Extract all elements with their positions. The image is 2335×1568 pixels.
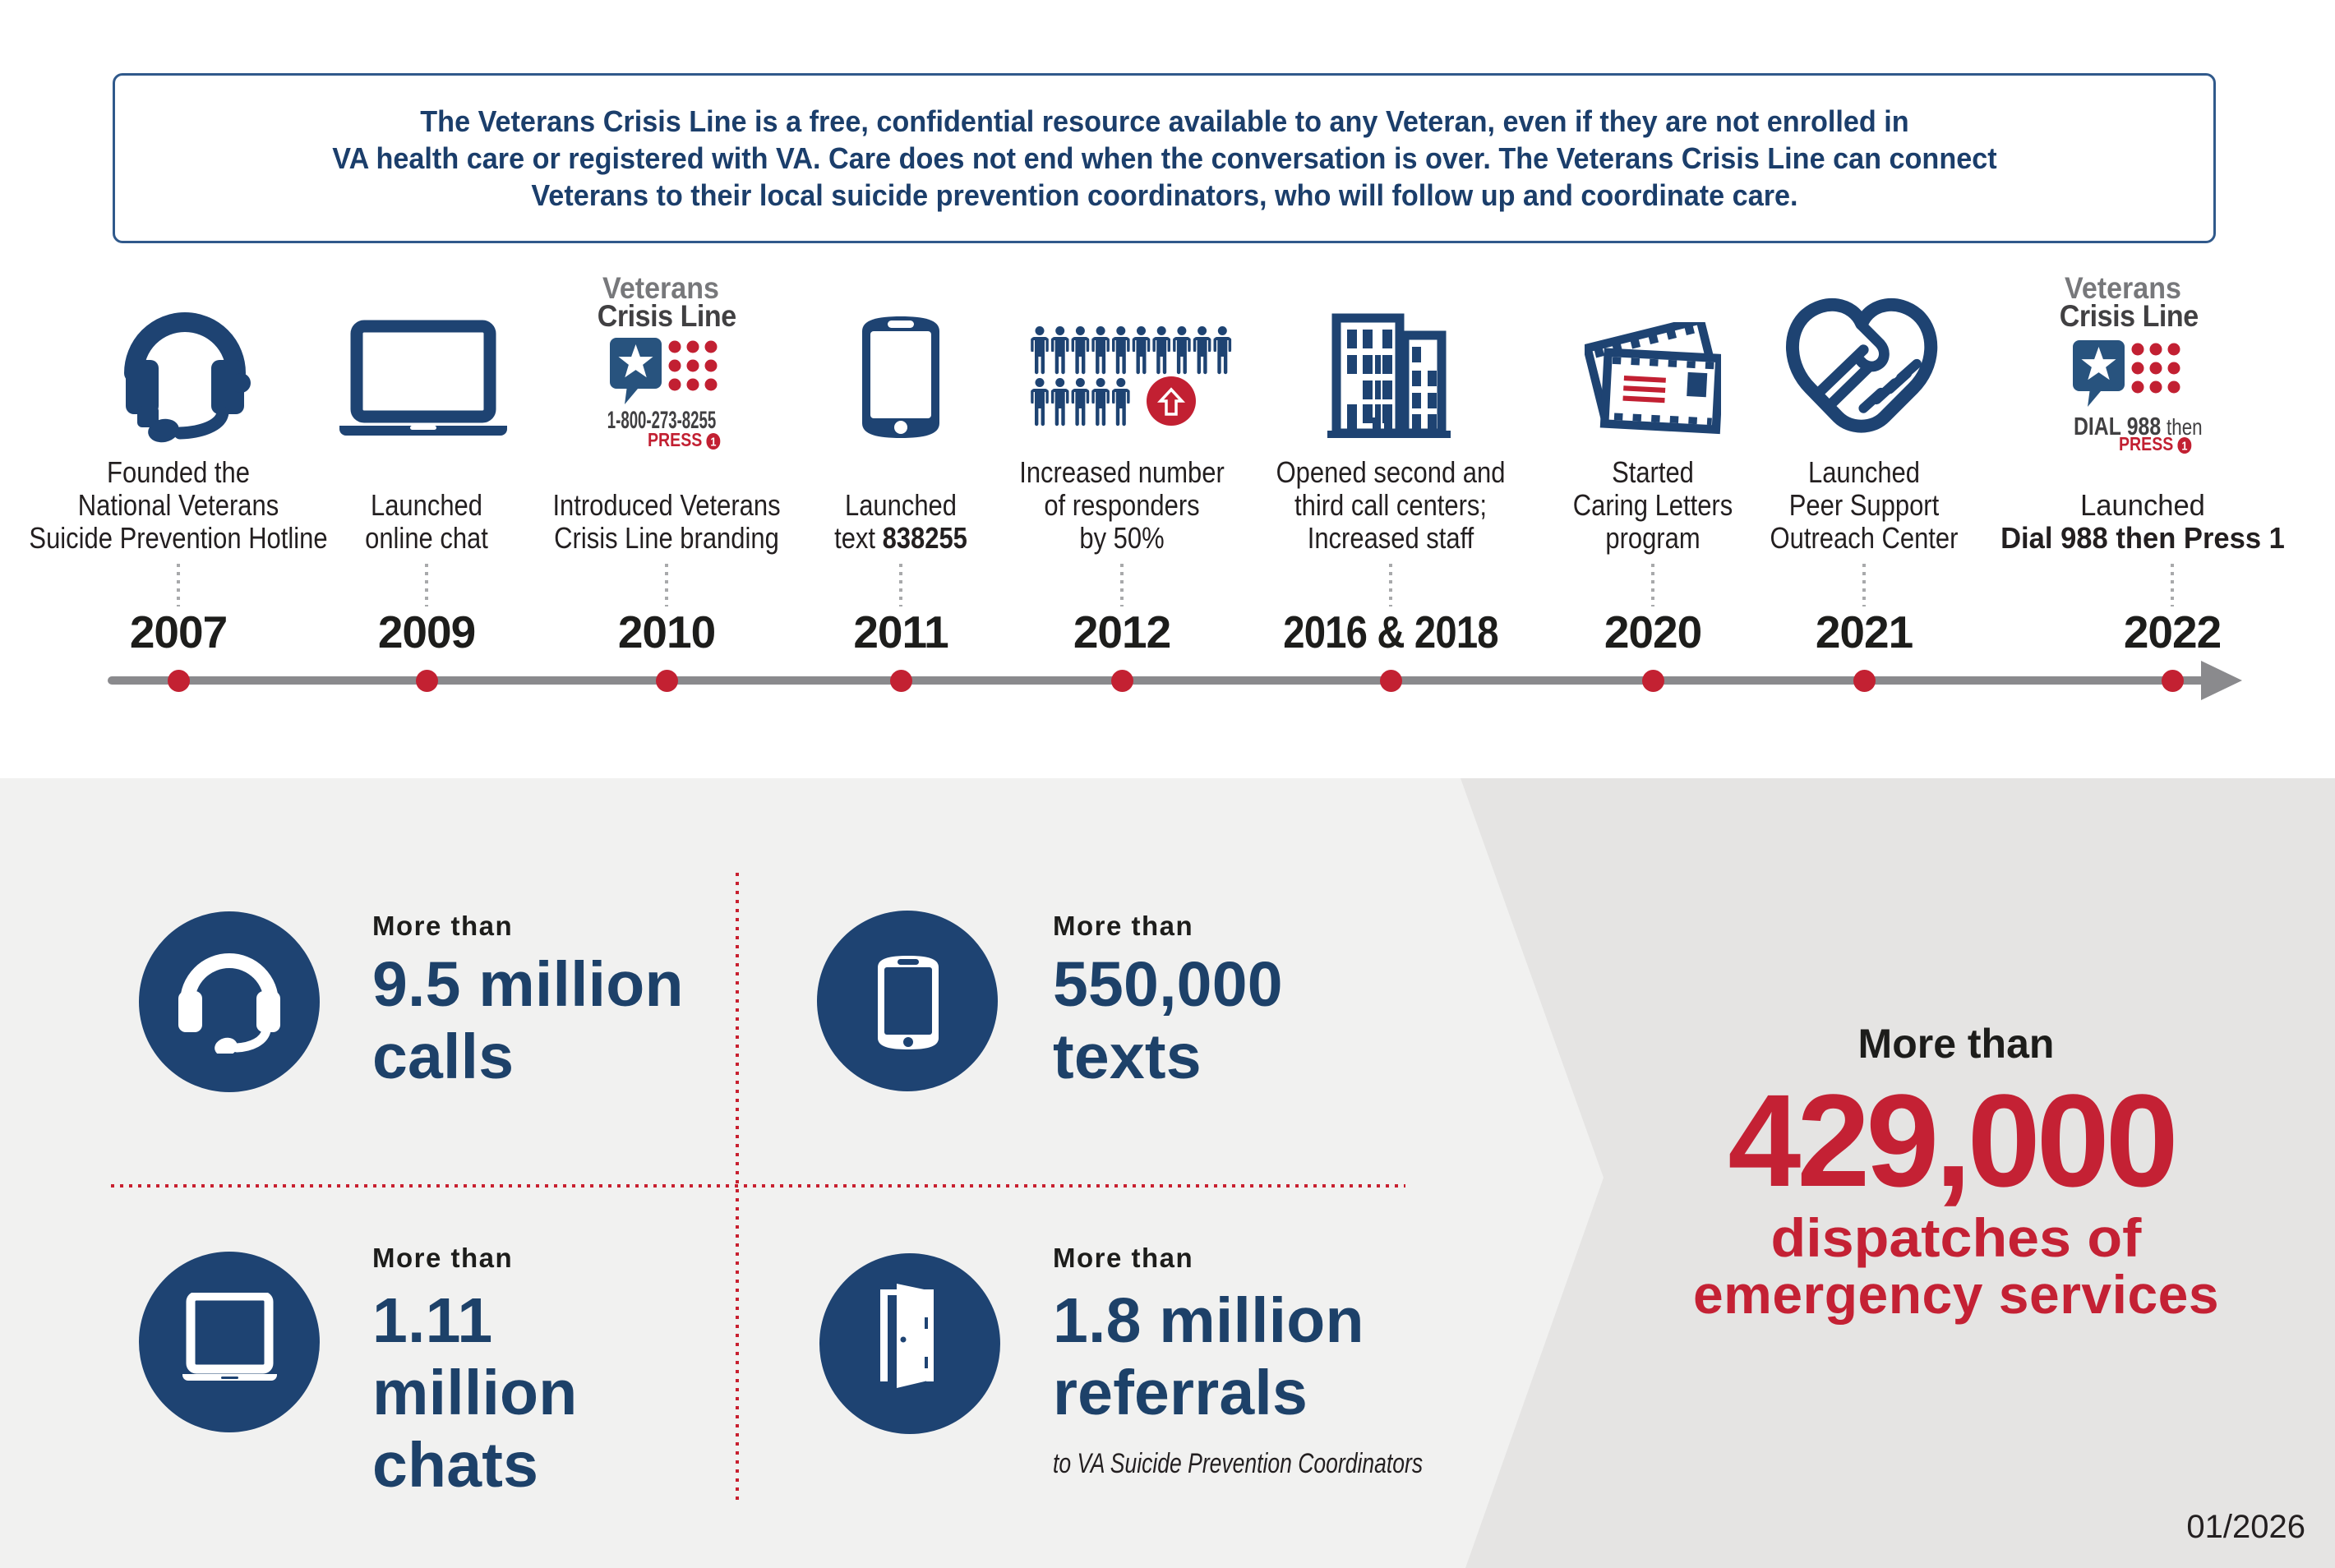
svg-text:1: 1 — [2182, 438, 2188, 452]
svg-text:1: 1 — [711, 434, 717, 448]
